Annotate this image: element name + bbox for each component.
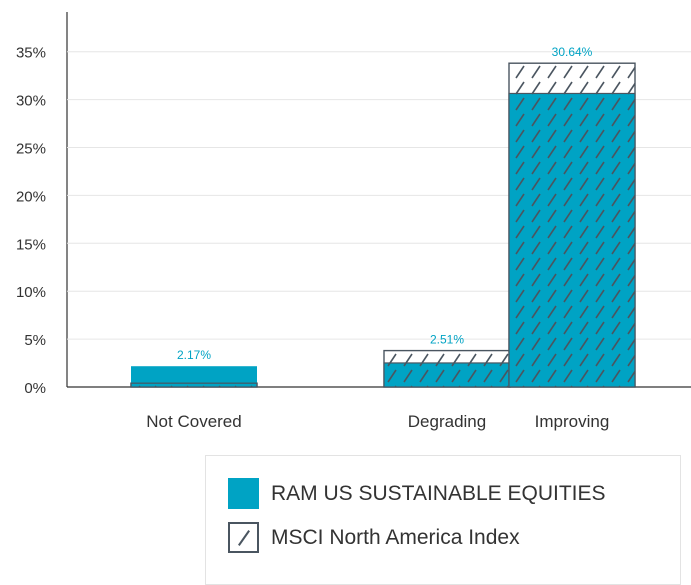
x-tick-label: Not Covered xyxy=(146,412,241,431)
legend: RAM US SUSTAINABLE EQUITIES MSCI North A… xyxy=(205,455,681,585)
y-tick-label: 5% xyxy=(24,332,46,349)
legend-label-index: MSCI North America Index xyxy=(271,525,520,549)
y-tick-label: 30% xyxy=(16,93,46,110)
bar-overlap-hatch xyxy=(508,92,636,388)
legend-swatch-fund xyxy=(228,478,259,509)
legend-swatch-index xyxy=(228,522,259,553)
legend-item-index[interactable]: MSCI North America Index xyxy=(228,522,520,553)
bar-overlap-hatch xyxy=(130,382,258,388)
y-tick-label: 10% xyxy=(16,284,46,301)
y-tick-label: 20% xyxy=(16,188,46,205)
y-tick-label: 25% xyxy=(16,141,46,158)
data-label: 30.64% xyxy=(552,45,593,59)
data-label: 2.51% xyxy=(430,333,464,347)
chart-svg: 0% 5% 10% 15% 20% 25% 30% 35% 2.17% Not Covered 2.… xyxy=(16,12,691,431)
chart: 0% 5% 10% 15% 20% 25% 30% 35% 2.17% Not Covered 2.… xyxy=(0,0,691,566)
legend-label-fund: RAM US SUSTAINABLE EQUITIES xyxy=(271,481,606,505)
bar-overlap-hatch xyxy=(383,362,511,388)
data-label: 2.17% xyxy=(177,348,211,362)
y-tick-label: 0% xyxy=(24,380,46,397)
y-tick-label: 35% xyxy=(16,45,46,62)
y-tick-label: 15% xyxy=(16,236,46,253)
bar-fund xyxy=(131,366,257,387)
legend-item-fund[interactable]: RAM US SUSTAINABLE EQUITIES xyxy=(228,478,606,509)
x-tick-label: Improving xyxy=(535,412,610,431)
x-tick-label: Degrading xyxy=(408,412,486,431)
